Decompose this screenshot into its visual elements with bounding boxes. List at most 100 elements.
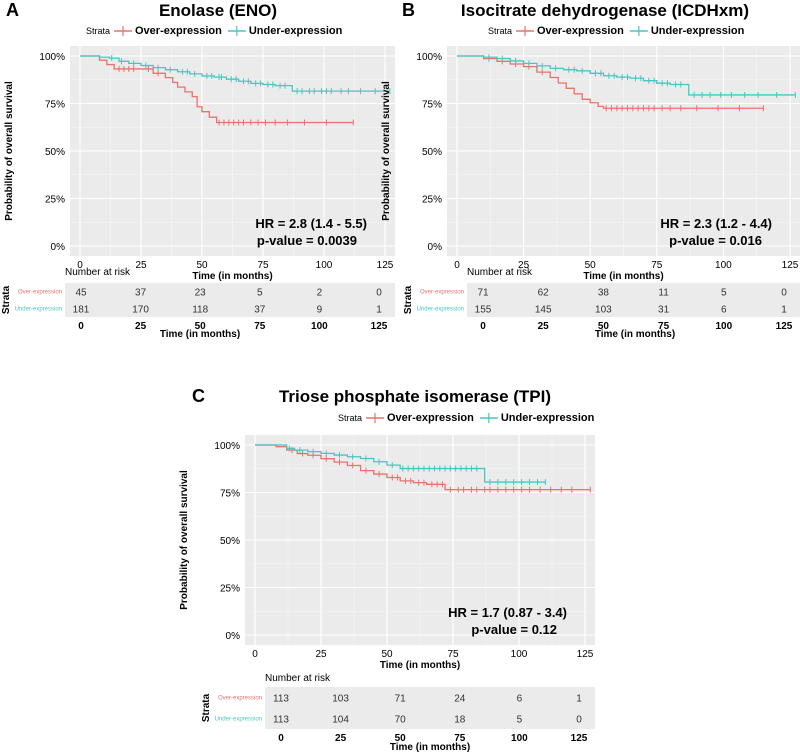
risk-x-axis-label: Time (in months) bbox=[595, 329, 675, 340]
x-tick-label: 25 bbox=[315, 649, 327, 660]
risk-x-tick-label: 50 bbox=[598, 321, 610, 332]
legend-title: Strata bbox=[488, 26, 512, 36]
x-tick-label: 0 bbox=[454, 260, 460, 271]
legend-title: Strata bbox=[338, 413, 362, 423]
risk-count: 113 bbox=[273, 694, 289, 705]
risk-x-tick-label: 25 bbox=[135, 321, 147, 332]
risk-x-tick-label: 50 bbox=[195, 321, 207, 332]
risk-x-tick-label: 100 bbox=[311, 321, 328, 332]
survival-curve-under bbox=[255, 444, 546, 483]
risk-x-axis-label: Time (in months) bbox=[160, 329, 240, 340]
risk-count: 0 bbox=[376, 288, 382, 299]
panel-c: C Triose phosphate isomerase (TPI) Strata O… bbox=[179, 386, 595, 753]
legend-entry-over: Over-expression bbox=[537, 25, 624, 37]
risk-x-tick-label: 0 bbox=[278, 733, 284, 744]
risk-count: 0 bbox=[576, 715, 582, 726]
risk-x-tick-label: 25 bbox=[538, 321, 550, 332]
x-tick-label: 25 bbox=[135, 260, 147, 271]
legend-entry-under: Under-expression bbox=[501, 412, 595, 424]
p-value: p-value = 0.016 bbox=[669, 233, 762, 248]
gridlines bbox=[245, 435, 595, 645]
risk-x-tick-label: 75 bbox=[454, 733, 466, 744]
legend-entry-over: Over-expression bbox=[135, 25, 222, 37]
risk-count: 5 bbox=[517, 715, 523, 726]
risk-row-label-over: Over-expression bbox=[218, 696, 262, 702]
y-tick-label: 0% bbox=[51, 242, 66, 253]
x-tick-label: 125 bbox=[377, 260, 394, 271]
risk-count: 5 bbox=[721, 288, 727, 299]
risk-y-axis-label: Strata bbox=[201, 693, 212, 722]
risk-x-tick-label: 75 bbox=[658, 321, 670, 332]
y-tick-label: 75% bbox=[220, 489, 240, 500]
risk-x-tick-label: 50 bbox=[395, 733, 407, 744]
panel-label: C bbox=[192, 386, 205, 406]
risk-count: 155 bbox=[475, 305, 492, 316]
risk-count: 170 bbox=[132, 305, 149, 316]
y-tick-label: 75% bbox=[45, 100, 65, 111]
x-tick-label: 125 bbox=[577, 649, 594, 660]
risk-table-title: Number at risk bbox=[467, 267, 533, 278]
y-tick-label: 100% bbox=[416, 52, 442, 63]
y-tick-label: 25% bbox=[45, 195, 65, 206]
risk-table-area bbox=[265, 687, 595, 729]
risk-y-axis-label: Strata bbox=[1, 285, 12, 314]
survival-curve-over bbox=[80, 55, 354, 124]
risk-count: 37 bbox=[254, 305, 266, 316]
risk-x-tick-label: 100 bbox=[715, 321, 732, 332]
legend-entry-under: Under-expression bbox=[249, 25, 343, 37]
x-tick-label: 100 bbox=[715, 260, 732, 271]
y-tick-label: 50% bbox=[220, 536, 240, 547]
risk-count: 18 bbox=[454, 715, 466, 726]
risk-table-title: Number at risk bbox=[265, 673, 331, 684]
risk-table-area bbox=[65, 283, 395, 317]
risk-count: 38 bbox=[598, 288, 610, 299]
hazard-ratio: HR = 1.7 (0.87 - 3.4) bbox=[448, 605, 567, 620]
risk-table-title: Number at risk bbox=[65, 267, 131, 278]
legend: Strata Over-expression Under-expression bbox=[488, 25, 745, 37]
risk-count: 145 bbox=[535, 305, 552, 316]
hazard-ratio: HR = 2.3 (1.2 - 4.4) bbox=[660, 216, 772, 231]
risk-x-axis-label: Time (in months) bbox=[390, 742, 470, 753]
risk-count: 71 bbox=[477, 288, 489, 299]
chart-title: Triose phosphate isomerase (TPI) bbox=[279, 387, 551, 406]
risk-count: 104 bbox=[332, 715, 349, 726]
risk-count: 5 bbox=[257, 288, 263, 299]
risk-table-area bbox=[467, 283, 800, 317]
risk-count: 1 bbox=[576, 694, 582, 705]
hazard-ratio: HR = 2.8 (1.4 - 5.5) bbox=[255, 216, 367, 231]
risk-x-tick-label: 0 bbox=[480, 321, 486, 332]
risk-count: 70 bbox=[395, 715, 407, 726]
risk-count: 23 bbox=[195, 288, 207, 299]
y-axis-label: Probability of overall survival bbox=[4, 81, 15, 221]
x-tick-label: 75 bbox=[447, 649, 459, 660]
chart-title: Isocitrate dehydrogenase (ICDHxm) bbox=[461, 1, 749, 20]
x-axis-label: Time (in months) bbox=[192, 271, 272, 282]
risk-x-tick-label: 0 bbox=[78, 321, 84, 332]
risk-count: 103 bbox=[595, 305, 612, 316]
x-tick-label: 75 bbox=[257, 260, 269, 271]
risk-x-tick-label: 25 bbox=[335, 733, 347, 744]
risk-count: 45 bbox=[75, 288, 87, 299]
risk-row-label-under: Under-expression bbox=[417, 307, 464, 313]
x-tick-label: 75 bbox=[651, 260, 663, 271]
legend: Strata Over-expression Under-expression bbox=[86, 25, 343, 37]
risk-count: 9 bbox=[317, 305, 323, 316]
risk-x-tick-label: 100 bbox=[511, 733, 528, 744]
p-value: p-value = 0.0039 bbox=[257, 233, 357, 248]
y-tick-label: 100% bbox=[214, 441, 240, 452]
risk-row-label-over: Over-expression bbox=[420, 290, 464, 296]
chart-title: Enolase (ENO) bbox=[159, 1, 277, 20]
y-tick-label: 100% bbox=[39, 52, 65, 63]
x-tick-label: 0 bbox=[252, 649, 258, 660]
risk-y-axis-label: Strata bbox=[403, 285, 414, 314]
y-tick-label: 0% bbox=[428, 242, 443, 253]
risk-count: 118 bbox=[192, 305, 208, 316]
risk-count: 62 bbox=[538, 288, 550, 299]
risk-row-label-under: Under-expression bbox=[15, 307, 62, 313]
panel-label: B bbox=[402, 0, 415, 20]
x-tick-label: 100 bbox=[316, 260, 333, 271]
risk-count: 24 bbox=[454, 694, 466, 705]
y-tick-label: 0% bbox=[226, 631, 241, 642]
risk-count: 103 bbox=[332, 694, 349, 705]
